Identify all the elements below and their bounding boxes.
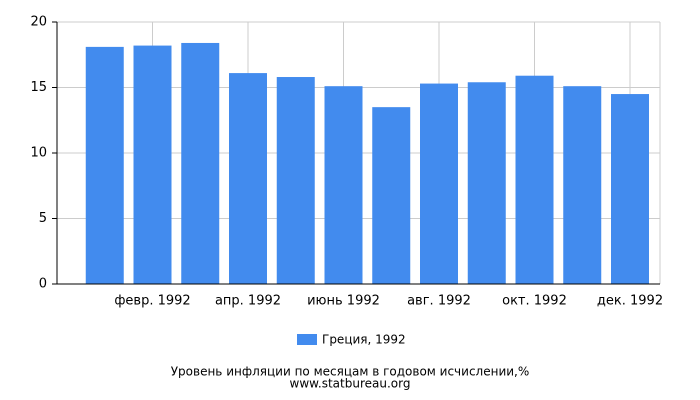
bar (420, 83, 458, 284)
y-tick-label: 15 (30, 80, 47, 95)
legend-swatch (297, 334, 317, 345)
chart-title: Уровень инфляции по месяцам в годовом ис… (171, 365, 530, 379)
x-tick-label: апр. 1992 (215, 294, 281, 309)
x-tick-label: июнь 1992 (307, 294, 380, 309)
y-tick-label: 10 (30, 146, 47, 161)
x-tick-label: окт. 1992 (502, 294, 567, 309)
bar (276, 77, 315, 285)
x-tick-label: авг. 1992 (407, 294, 471, 309)
bar (563, 86, 602, 284)
legend-label: Греция, 1992 (322, 333, 406, 347)
chart-subtitle: www.statbureau.org (290, 377, 411, 391)
bar (133, 45, 172, 284)
bar (611, 94, 649, 284)
bar (181, 42, 220, 285)
y-tick-label: 5 (39, 211, 47, 226)
x-tick-label: февр. 1992 (114, 294, 190, 309)
bar (515, 75, 554, 285)
bar (324, 86, 363, 284)
bar (229, 73, 267, 284)
x-tick-label: дек. 1992 (597, 294, 663, 309)
y-tick-label: 0 (39, 277, 47, 292)
bar (85, 46, 124, 284)
y-tick-label: 20 (30, 15, 47, 30)
bar (467, 82, 506, 284)
bar (372, 107, 411, 285)
